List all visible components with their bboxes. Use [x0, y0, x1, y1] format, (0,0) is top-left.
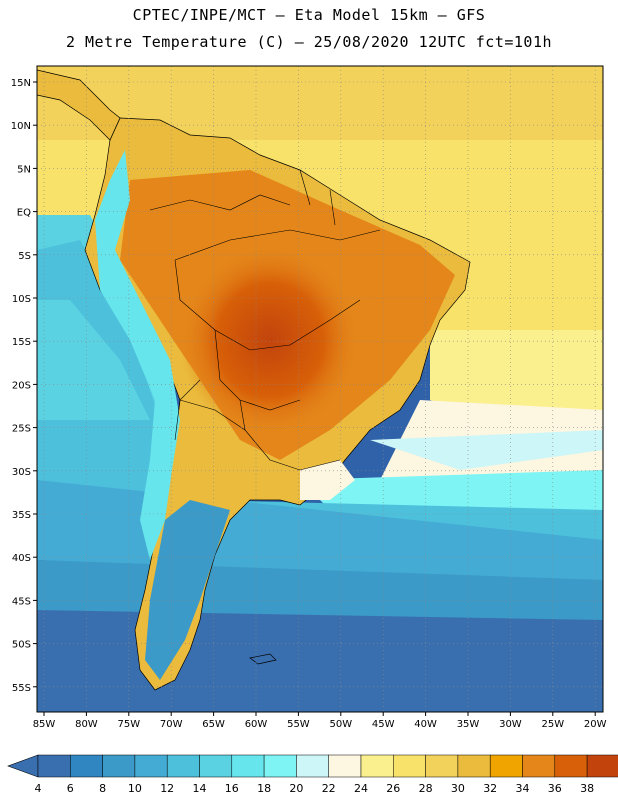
lon-tick-label: 20W	[584, 719, 607, 730]
colorbar-segment	[37, 754, 71, 778]
colorbar-segment	[489, 754, 523, 778]
colorbar-segment	[522, 754, 556, 778]
map-frame	[36, 65, 604, 713]
chart-title-line2: 2 Metre Temperature (C) – 25/08/2020 12U…	[65, 33, 553, 51]
lat-tick-label: 35S	[12, 510, 31, 521]
colorbar-low-cap	[7, 754, 39, 778]
colorbar-segment	[328, 754, 362, 778]
lon-tick-label: 35W	[457, 719, 480, 730]
lat-tick-label: 30S	[12, 467, 31, 478]
lon-tick-label: 50W	[329, 719, 352, 730]
lat-tick-label: 55S	[12, 683, 31, 694]
temperature-field	[37, 66, 603, 712]
lat-tick-label: 40S	[12, 553, 31, 564]
colorbar-label: 4	[35, 782, 42, 795]
lon-tick-label: 80W	[75, 719, 98, 730]
lat-tick-label: EQ	[17, 208, 31, 219]
colorbar-segment	[102, 754, 136, 778]
colorbar-segment	[263, 754, 297, 778]
lon-tick-label: 25W	[541, 719, 564, 730]
colorbar-label: 20	[289, 782, 303, 795]
lon-tick-label: 60W	[245, 719, 268, 730]
colorbar-segment	[393, 754, 426, 778]
colorbar-label: 8	[99, 782, 106, 795]
lat-tick-label: 10S	[12, 294, 31, 305]
colorbar-segment	[554, 754, 588, 778]
colorbar-label: 14	[193, 782, 207, 795]
colorbar-label: 12	[160, 782, 174, 795]
colorbar: 4 6 8 10 12 14 16 18 20 22 24 26 28 30 32 34 36 38	[7, 754, 618, 795]
colorbar-segment	[586, 754, 618, 778]
map-graticule	[33, 66, 603, 716]
lon-tick-label: 70W	[160, 719, 183, 730]
colorbar-segment	[296, 754, 329, 778]
colorbar-segment	[166, 754, 200, 778]
lat-tick-label: 15N	[11, 78, 31, 89]
lon-tick-label: 65W	[202, 719, 225, 730]
lon-tick-label: 55W	[287, 719, 310, 730]
colorbar-label: 10	[128, 782, 142, 795]
lon-tick-label: 85W	[33, 719, 56, 730]
lat-tick-label: 45S	[12, 596, 31, 607]
colorbar-label: 32	[483, 782, 497, 795]
colorbar-label: 18	[257, 782, 271, 795]
colorbar-segment	[134, 754, 168, 778]
lon-tick-label: 75W	[117, 719, 140, 730]
lat-tick-label: 5S	[18, 251, 31, 262]
colorbar-label: 34	[516, 782, 530, 795]
lon-tick-label: 40W	[414, 719, 437, 730]
colorbar-segment	[199, 754, 233, 778]
colorbar-label: 6	[67, 782, 74, 795]
lon-tick-label: 45W	[372, 719, 395, 730]
colorbar-segment	[457, 754, 491, 778]
latitude-labels: 15N 10N 5N EQ 5S 10S 15S 20S 25S 30S 35S 40S 45S 50S 5…	[11, 78, 31, 694]
lat-tick-label: 15S	[12, 337, 31, 348]
colorbar-label: 16	[225, 782, 239, 795]
lat-tick-label: 20S	[12, 380, 31, 391]
colorbar-label: 28	[419, 782, 433, 795]
longitude-labels: 85W 80W 75W 70W 65W 60W 55W 50W 45W 40W 35W 30W 25W 2…	[33, 719, 607, 730]
colorbar-label: 36	[548, 782, 562, 795]
lon-tick-label: 30W	[499, 719, 522, 730]
colorbar-segment	[231, 754, 265, 778]
lat-tick-label: 5N	[17, 164, 31, 175]
colorbar-label: 30	[451, 782, 465, 795]
lat-tick-label: 10N	[11, 121, 31, 132]
lat-tick-label: 25S	[12, 424, 31, 435]
colorbar-segment	[425, 754, 459, 778]
colorbar-segment	[360, 754, 394, 778]
colorbar-label: 26	[386, 782, 400, 795]
colorbar-label: 24	[354, 782, 368, 795]
lat-tick-label: 50S	[12, 640, 31, 651]
colorbar-segment	[70, 754, 103, 778]
colorbar-label: 22	[322, 782, 336, 795]
chart-title-line1: CPTEC/INPE/MCT – Eta Model 15km – GFS	[132, 6, 486, 24]
colorbar-label: 38	[580, 782, 594, 795]
